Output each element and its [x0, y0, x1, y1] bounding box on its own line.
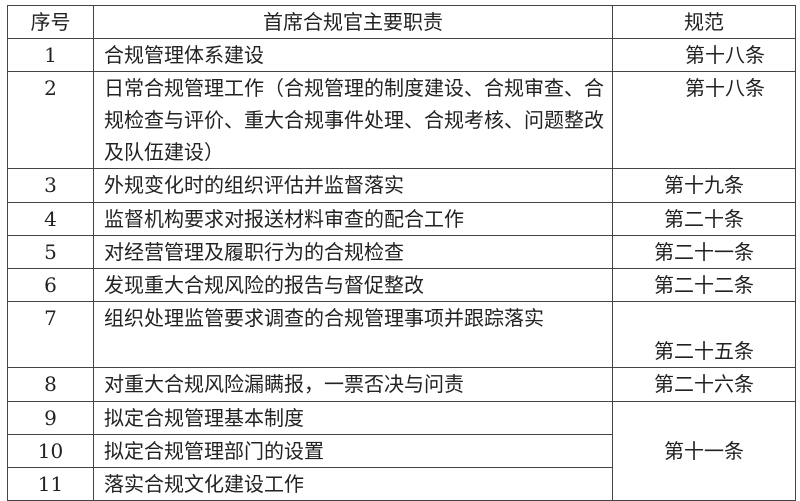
table-row: 10 拟定合规管理部门的设置 [7, 434, 796, 468]
row-no: 5 [7, 235, 94, 269]
row-no: 2 [7, 71, 94, 169]
table-row: 3 外规变化时的组织评估并监督落实 第十九条 [7, 168, 796, 203]
row-no: 3 [7, 168, 94, 203]
table-row: 1 合规管理体系建设 第十八条 [7, 38, 796, 72]
table-row: 4 监督机构要求对报送材料审查的配合工作 第二十条 [7, 202, 796, 236]
row-regulation: 第二十五条 [612, 301, 796, 368]
row-duty: 对重大合规风险漏瞒报，一票否决与问责 [93, 367, 613, 402]
row-duty: 拟定合规管理基本制度 [93, 401, 613, 435]
row-duty: 合规管理体系建设 [93, 38, 613, 72]
row-no: 9 [7, 401, 94, 435]
row-duty: 拟定合规管理部门的设置 [93, 434, 613, 468]
table-row: 9 拟定合规管理基本制度 第十一条 [7, 401, 796, 501]
row-duty: 发现重大合规风险的报告与督促整改 [93, 268, 613, 302]
row-regulation: 第二十条 [612, 202, 796, 236]
row-duty: 日常合规管理工作（合规管理的制度建设、合规审查、合规检查与评价、重大合规事件处理… [93, 71, 613, 169]
row-regulation: 第二十二条 [612, 268, 796, 302]
row-duty: 外规变化时的组织评估并监督落实 [93, 168, 613, 203]
duties-table: 序号 首席合规官主要职责 规范 1 合规管理体系建设 第十八条 2 日常合规管理… [7, 5, 796, 501]
header-regulation: 规范 [612, 5, 796, 39]
row-duty: 对经营管理及履职行为的合规检查 [93, 235, 613, 269]
row-regulation: 第十八条 [612, 38, 796, 72]
row-regulation-merged: 第十一条 [612, 401, 796, 501]
table-row: 6 发现重大合规风险的报告与督促整改 第二十二条 [7, 268, 796, 302]
table-row: 8 对重大合规风险漏瞒报，一票否决与问责 第二十六条 [7, 367, 796, 402]
row-regulation: 第十九条 [612, 168, 796, 203]
row-no: 7 [7, 301, 94, 368]
row-regulation: 第二十一条 [612, 235, 796, 269]
table-header-row: 序号 首席合规官主要职责 规范 [7, 5, 796, 39]
table-row: 7 组织处理监管要求调查的合规管理事项并跟踪落实 第二十五条 [7, 301, 796, 368]
row-no: 4 [7, 202, 94, 236]
row-no: 6 [7, 268, 94, 302]
row-no: 1 [7, 38, 94, 72]
header-duty: 首席合规官主要职责 [93, 5, 613, 39]
table-row: 2 日常合规管理工作（合规管理的制度建设、合规审查、合规检查与评价、重大合规事件… [7, 71, 796, 169]
row-duty: 监督机构要求对报送材料审查的配合工作 [93, 202, 613, 236]
row-no: 10 [7, 434, 94, 468]
row-no: 8 [7, 367, 94, 402]
row-duty: 组织处理监管要求调查的合规管理事项并跟踪落实 [93, 301, 613, 368]
table-row: 5 对经营管理及履职行为的合规检查 第二十一条 [7, 235, 796, 269]
header-no: 序号 [7, 5, 94, 39]
row-regulation: 第二十六条 [612, 367, 796, 402]
row-no: 11 [7, 467, 94, 501]
row-regulation: 第十八条 [612, 71, 796, 169]
row-duty: 落实合规文化建设工作 [93, 467, 613, 501]
